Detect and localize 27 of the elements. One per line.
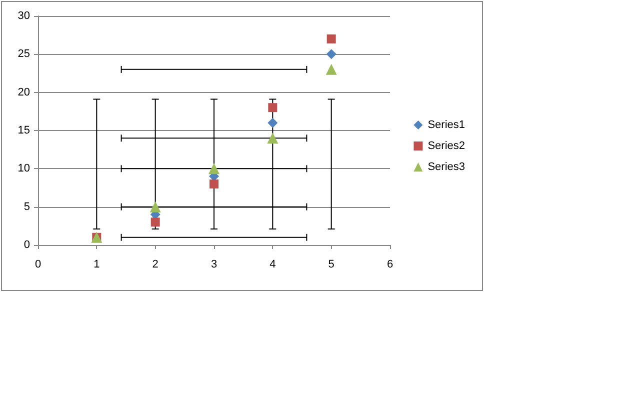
x-tick-label: 1 (94, 258, 100, 270)
y-tick-label: 0 (24, 239, 30, 251)
legend-label: Series1 (428, 119, 465, 131)
y-tick-label: 10 (18, 162, 30, 175)
point (150, 218, 160, 227)
x-tick-label: 0 (34, 258, 42, 270)
point (267, 132, 278, 144)
legend-label: Series3 (428, 161, 465, 173)
x-tick-label: 4 (270, 258, 276, 270)
point (268, 103, 278, 112)
y-tick-label: 30 (18, 10, 30, 22)
y-tick-label: 25 (18, 48, 30, 60)
y-tick-label: 20 (18, 86, 30, 98)
y-tick-label: 5 (24, 200, 30, 213)
point (326, 64, 337, 75)
x-tick-label: 6 (386, 258, 394, 270)
x-tick-label: 5 (328, 258, 334, 270)
y-tick-label: 15 (18, 124, 30, 136)
legend-label: Series2 (428, 140, 465, 152)
point (208, 163, 220, 174)
x-tick-label: 2 (152, 258, 158, 270)
point (150, 201, 161, 212)
x-tick-label: 3 (210, 258, 218, 270)
point (326, 49, 336, 60)
point (326, 34, 336, 44)
point (210, 179, 218, 188)
point (268, 118, 278, 128)
